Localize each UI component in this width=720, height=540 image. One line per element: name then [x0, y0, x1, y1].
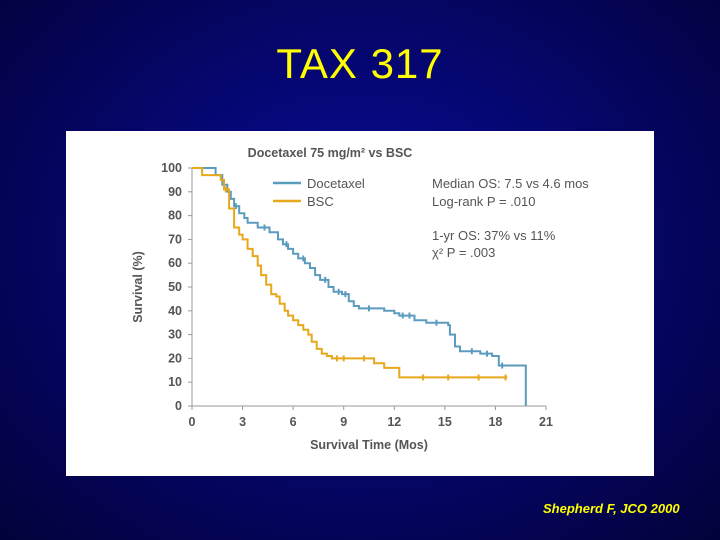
legend-label-bsc: BSC — [307, 194, 334, 209]
y-tick-label: 20 — [168, 351, 182, 365]
series-layer — [192, 167, 527, 406]
y-tick-label: 60 — [168, 256, 182, 270]
x-tick-label: 12 — [387, 415, 401, 429]
x-tick-label: 15 — [438, 415, 452, 429]
y-tick-label: 0 — [175, 399, 182, 413]
chart-panel: Docetaxel 75 mg/m² vs BSC 0 10 20 30 40 50 60 7… — [66, 131, 654, 476]
y-tick-label: 90 — [168, 185, 182, 199]
series-line-bsc — [192, 167, 508, 379]
series-line-docetaxel — [192, 167, 527, 406]
annotation-chi-square: χ² P = .003 — [432, 245, 495, 260]
y-tick-group: 0 10 20 30 40 50 60 70 80 90 100 — [161, 161, 192, 413]
stats-annotations: Median OS: 7.5 vs 4.6 mos Log-rank P = .… — [432, 176, 589, 260]
y-tick-label: 10 — [168, 375, 182, 389]
chart-title: Docetaxel 75 mg/m² vs BSC — [248, 146, 413, 160]
legend: Docetaxel BSC — [273, 176, 365, 209]
y-tick-label: 30 — [168, 328, 182, 342]
x-tick-group: 0 3 6 9 12 15 18 21 — [189, 406, 553, 429]
y-tick-label: 50 — [168, 280, 182, 294]
y-tick-label: 70 — [168, 232, 182, 246]
y-tick-label: 40 — [168, 304, 182, 318]
x-tick-label: 21 — [539, 415, 553, 429]
y-tick-label: 80 — [168, 209, 182, 223]
citation: Shepherd F, JCO 2000 — [543, 501, 680, 516]
legend-label-docetaxel: Docetaxel — [307, 176, 365, 191]
x-tick-label: 9 — [340, 415, 347, 429]
x-tick-label: 18 — [488, 415, 502, 429]
annotation-logrank: Log-rank P = .010 — [432, 194, 535, 209]
x-tick-label: 6 — [290, 415, 297, 429]
slide-title: TAX 317 — [276, 40, 444, 87]
annotation-1yr-os: 1-yr OS: 37% vs 11% — [432, 228, 556, 243]
x-tick-label: 3 — [239, 415, 246, 429]
x-axis-label: Survival Time (Mos) — [310, 438, 428, 452]
y-axis-label: Survival (%) — [131, 251, 145, 323]
annotation-median-os: Median OS: 7.5 vs 4.6 mos — [432, 176, 589, 191]
x-tick-label: 0 — [189, 415, 196, 429]
y-tick-label: 100 — [161, 161, 182, 175]
kaplan-meier-chart: Docetaxel 75 mg/m² vs BSC 01020304050607… — [131, 146, 589, 452]
